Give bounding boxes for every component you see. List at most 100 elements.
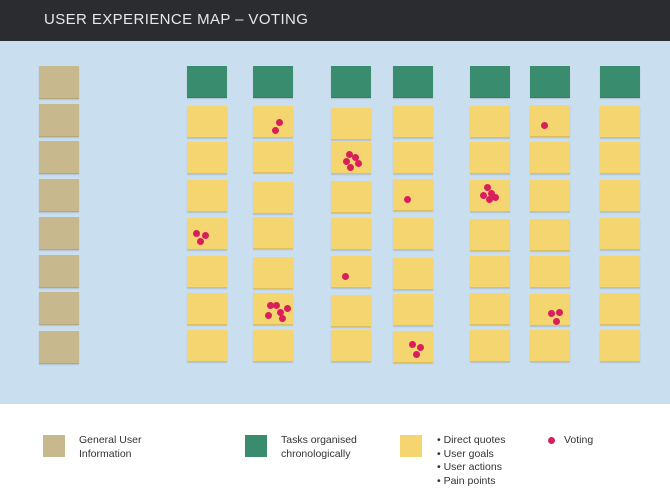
sticky-note: [331, 330, 371, 362]
sticky-note: [530, 180, 570, 212]
sticky-note: [187, 106, 227, 138]
vote-dot: [541, 122, 548, 129]
vote-dot: [346, 151, 353, 158]
task-card: [393, 66, 433, 98]
task-card: [530, 66, 570, 98]
vote-dot-swatch: [548, 437, 555, 444]
task-card: [331, 66, 371, 98]
vote-dot: [276, 119, 283, 126]
sticky-note: [393, 142, 433, 174]
task-card: [253, 66, 293, 98]
vote-dot: [277, 309, 284, 316]
general-user-info-card: [39, 179, 79, 212]
task-card: [187, 66, 227, 98]
sticky-note: [530, 330, 570, 362]
sticky-note: [470, 256, 510, 288]
legend-bullet-direct-quotes: • Direct quotes: [437, 434, 506, 446]
sticky-note: [331, 218, 371, 250]
sticky-note: [600, 293, 640, 325]
sticky-note: [600, 330, 640, 362]
sticky-note: [253, 182, 293, 214]
experience-map-board: [0, 41, 670, 404]
vote-dot: [553, 318, 560, 325]
general-user-info-card: [39, 217, 79, 250]
sticky-note: [393, 294, 433, 326]
vote-dot: [352, 154, 359, 161]
general-user-info-card: [39, 66, 79, 99]
legend: General User Information Tasks organised…: [0, 404, 670, 501]
sticky-note: [600, 106, 640, 138]
sticky-note: [393, 106, 433, 138]
vote-dot: [409, 341, 416, 348]
vote-dot: [343, 158, 350, 165]
vote-dot: [488, 190, 495, 197]
sticky-note: [600, 256, 640, 288]
sticky-note: [530, 256, 570, 288]
sticky-note: [253, 141, 293, 173]
sticky-note: [253, 330, 293, 362]
sticky-note: [600, 142, 640, 174]
sticky-note: [600, 180, 640, 212]
general-user-info-card: [39, 104, 79, 137]
general-user-info-swatch: [43, 435, 65, 457]
legend-bullet-user-actions: • User actions: [437, 461, 502, 473]
vote-dot: [347, 164, 354, 171]
sticky-note: [530, 105, 570, 137]
task-card: [600, 66, 640, 98]
sticky-note: [187, 142, 227, 174]
legend-bullet-user-goals: • User goals: [437, 447, 494, 460]
general-user-info-card: [39, 331, 79, 364]
vote-dot: [404, 196, 411, 203]
sticky-note: [253, 217, 293, 249]
sticky-note: [187, 180, 227, 212]
sticky-note: [393, 258, 433, 290]
header-bar: USER EXPERIENCE MAP – VOTING: [0, 0, 670, 41]
vote-dot: [202, 232, 209, 239]
sticky-note-legend-list: • Direct quotes • User goals • User acti…: [437, 434, 537, 488]
sticky-note: [331, 108, 371, 140]
vote-dot: [492, 194, 499, 201]
general-user-info-card: [39, 292, 79, 325]
sticky-note: [331, 295, 371, 327]
vote-dot: [284, 305, 291, 312]
sticky-note: [393, 179, 433, 211]
sticky-note: [530, 142, 570, 174]
general-user-info-label: General User Information: [79, 434, 142, 460]
sticky-note: [470, 330, 510, 362]
vote-dot: [480, 192, 487, 199]
sticky-note: [470, 293, 510, 325]
vote-dot: [279, 315, 286, 322]
tasks-label: Tasks organised chronologically: [281, 434, 357, 460]
vote-dot: [417, 344, 424, 351]
sticky-note: [470, 106, 510, 138]
vote-dot: [556, 309, 563, 316]
sticky-note: [470, 142, 510, 174]
vote-dot: [355, 160, 362, 167]
vote-dot: [197, 238, 204, 245]
task-card: [470, 66, 510, 98]
sticky-note-swatch: [400, 435, 422, 457]
sticky-note: [470, 219, 510, 251]
vote-dot: [193, 230, 200, 237]
sticky-note: [393, 218, 433, 250]
legend-bullet-pain-points: • Pain points: [437, 474, 496, 487]
task-swatch: [245, 435, 267, 457]
sticky-note: [331, 181, 371, 213]
vote-dot: [486, 196, 493, 203]
sticky-note: [331, 256, 371, 288]
vote-dot: [484, 184, 491, 191]
vote-dot: [342, 273, 349, 280]
sticky-note: [253, 257, 293, 289]
voting-label: Voting: [564, 434, 594, 446]
sticky-note: [600, 218, 640, 250]
vote-dot: [265, 312, 272, 319]
vote-dot: [548, 310, 555, 317]
sticky-note: [530, 219, 570, 251]
sticky-note: [187, 293, 227, 325]
page-title: USER EXPERIENCE MAP – VOTING: [44, 11, 309, 28]
sticky-note: [187, 256, 227, 288]
vote-dot: [413, 351, 420, 358]
general-user-info-card: [39, 141, 79, 174]
general-user-info-card: [39, 255, 79, 288]
vote-dot: [267, 302, 274, 309]
